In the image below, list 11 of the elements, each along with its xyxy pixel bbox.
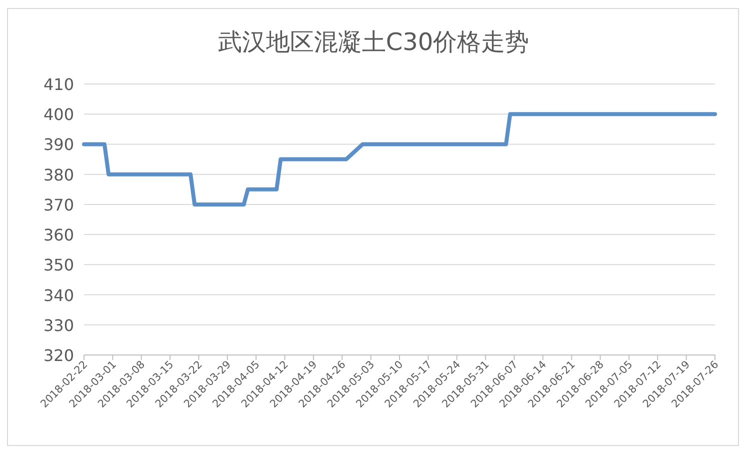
y-tick-label: 390 [43,135,74,154]
y-tick-label: 380 [43,165,74,184]
y-tick-label: 370 [43,195,74,214]
y-tick-label: 330 [43,316,74,335]
y-tick-label: 410 [43,75,74,94]
y-tick-label: 400 [43,105,74,124]
chart-title: 武汉地区混凝土C30价格走势 [218,28,530,56]
y-tick-label: 320 [43,346,74,365]
y-tick-label: 350 [43,256,74,275]
y-tick-label: 340 [43,286,74,305]
y-tick-label: 360 [43,226,74,245]
